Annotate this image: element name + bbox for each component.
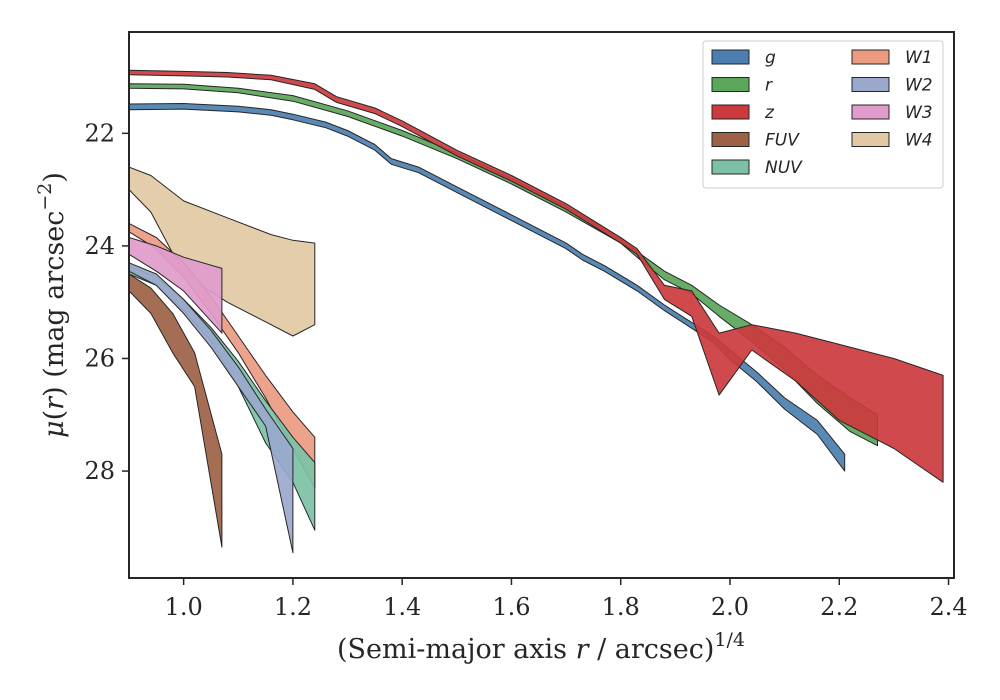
legend-swatch-w3 (851, 104, 890, 120)
series-band-w4 (129, 166, 316, 337)
legend-swatch-g (711, 49, 750, 65)
legend-swatch-r (711, 77, 750, 92)
plot-frame (128, 31, 955, 579)
x-axis-label-prefix: (Semi-major axis (337, 634, 576, 665)
x-tick-label: 1.4 (383, 593, 421, 621)
y-axis-label-var: r (39, 395, 70, 410)
legend-swatch-fuv (711, 132, 750, 147)
x-tick-label: 1.8 (602, 593, 640, 621)
x-tick-label: 1.0 (165, 593, 203, 621)
legend-label-r: r (765, 76, 773, 96)
y-axis-label-open: ( (39, 410, 70, 421)
x-axis-label: (Semi-major axis r / arcsec)1/4 (337, 629, 745, 665)
x-tick-label: 1.6 (492, 593, 530, 621)
y-axis-label-unit: ) (mag arcsec (39, 211, 70, 397)
x-axis-label-exponent: 1/4 (714, 629, 745, 651)
legend-swatch-w4 (851, 132, 890, 147)
x-axis: 1.0 1.2 1.4 1.6 1.8 2.0 2.2 2.4 (165, 578, 968, 621)
x-axis-label-suffix: / arcsec) (589, 634, 715, 665)
series-band-w2 (129, 262, 294, 554)
series-bands (129, 69, 944, 554)
legend-swatch-w1 (851, 49, 890, 65)
y-tick-label: 22 (84, 119, 115, 147)
legend-label-w4: W4 (905, 131, 933, 151)
y-axis-label-close: ) (39, 172, 70, 183)
legend-label-nuv: NUV (765, 158, 803, 178)
legend-label-g: g (765, 48, 776, 68)
y-axis-label-exponent: −2 (34, 183, 56, 211)
x-tick-label: 2.0 (711, 593, 749, 621)
x-tick-label: 1.2 (274, 593, 312, 621)
series-band-fuv (129, 273, 223, 548)
legend-swatch-z (711, 104, 750, 120)
y-axis: 22 24 26 28 (84, 119, 129, 485)
y-tick-label: 28 (84, 457, 115, 485)
x-tick-label: 2.4 (929, 593, 967, 621)
series-band-g (129, 103, 846, 472)
series-band-z (129, 69, 944, 483)
legend-label-fuv: FUV (765, 131, 800, 151)
legend-label-z: z (764, 103, 775, 123)
legend-label-w3: W3 (905, 103, 933, 123)
y-tick-label: 26 (84, 344, 115, 372)
y-axis-label: μ(r) (mag arcsec−2) (34, 172, 70, 438)
y-tick-label: 24 (84, 232, 115, 260)
legend: grz FUV NUV W1 W2 W3 W4 (702, 40, 944, 189)
x-axis-label-var: r (576, 634, 591, 665)
legend-swatch-w2 (851, 77, 890, 92)
legend-swatch-nuv (711, 159, 750, 175)
y-axis-label-mu: μ (39, 420, 70, 438)
x-tick-label: 2.2 (820, 593, 858, 621)
series-band-w3 (129, 237, 223, 334)
legend-label-w1: W1 (905, 48, 933, 68)
legend-label-w2: W2 (905, 76, 933, 96)
